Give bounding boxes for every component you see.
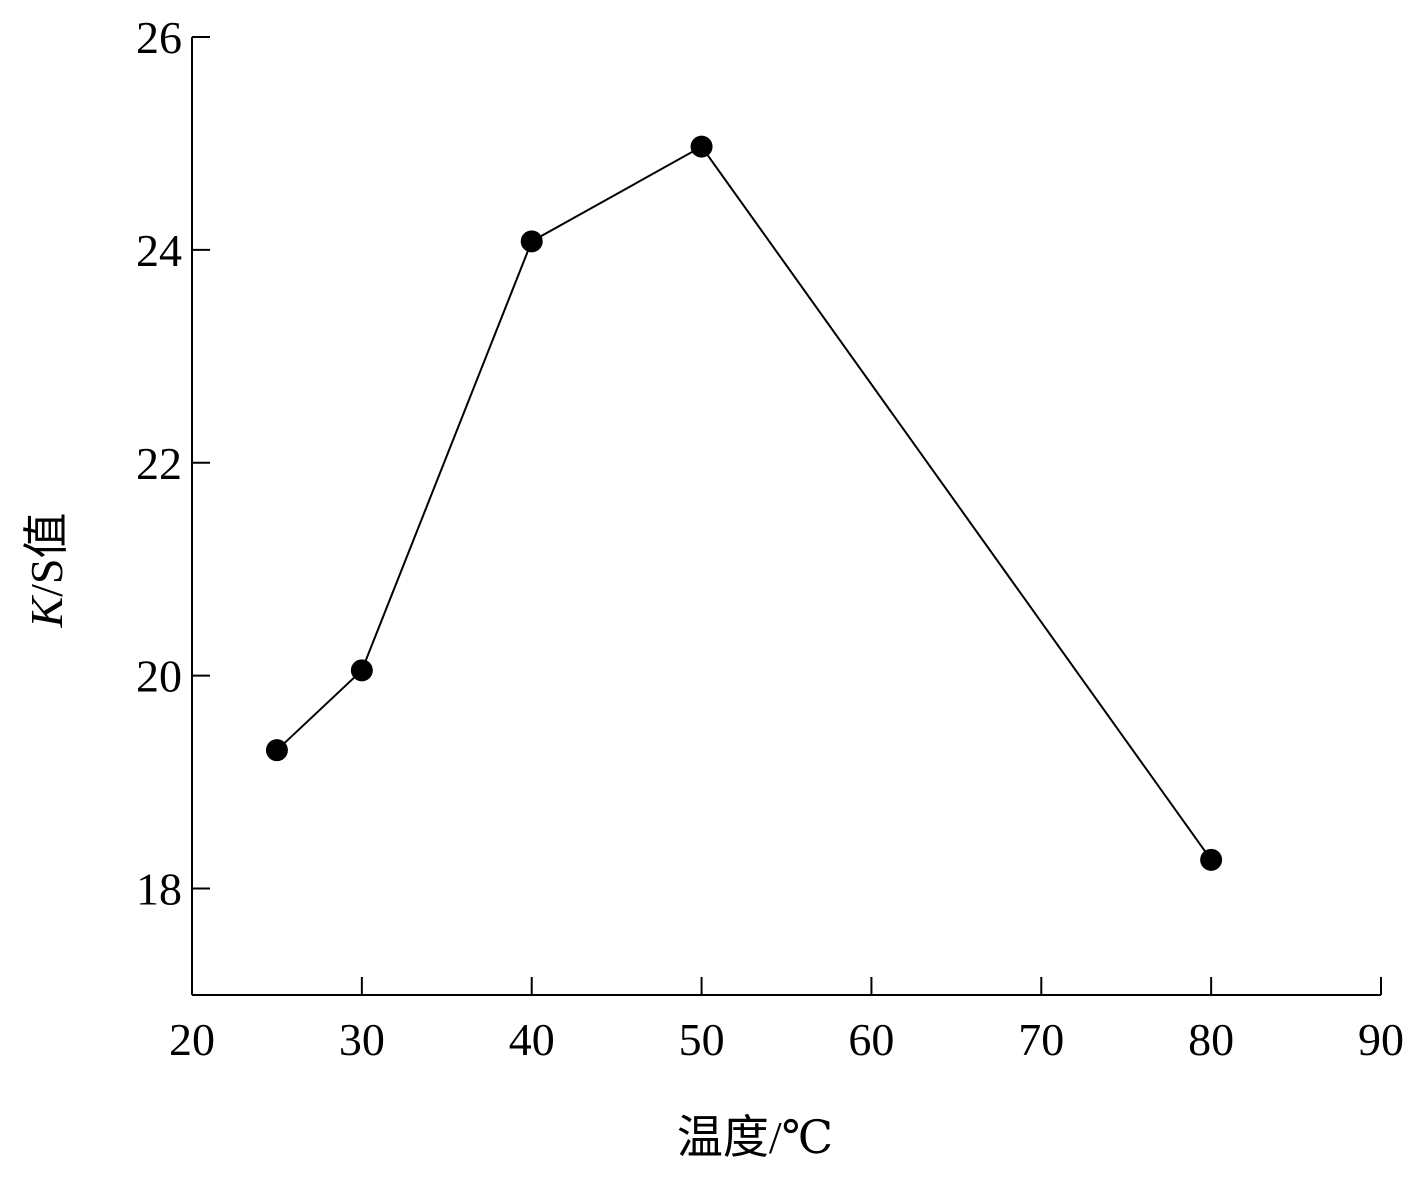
plot-area: [265, 135, 1223, 871]
data-point: [265, 739, 288, 762]
data-point: [1200, 848, 1223, 871]
y-tick-label: 22: [136, 438, 182, 489]
x-tick-label: 70: [1018, 1014, 1064, 1065]
y-axis-title-rest: /S值: [21, 512, 72, 596]
y-axis-title-italic: K: [21, 595, 72, 629]
x-axis-title: 温度/℃: [677, 1112, 833, 1163]
x-tick-label: 40: [509, 1014, 555, 1065]
y-axis-title: K/S值: [21, 512, 72, 628]
x-tick-label: 50: [679, 1014, 725, 1065]
y-tick-label: 20: [136, 651, 182, 702]
x-tick-label: 20: [169, 1014, 215, 1065]
y-tick-label: 24: [136, 225, 182, 276]
x-axis: 20 30 40 50 60 70 80 90: [169, 977, 1404, 1065]
series-line: [276, 145, 1212, 861]
y-axis: 18 20 22 24 26: [136, 12, 210, 995]
y-tick-label: 26: [136, 12, 182, 63]
x-tick-label: 90: [1358, 1014, 1404, 1065]
y-tick-label: 18: [136, 864, 182, 915]
data-point: [520, 230, 543, 253]
x-tick-label: 30: [339, 1014, 385, 1065]
x-tick-label: 80: [1188, 1014, 1234, 1065]
data-point: [350, 659, 373, 682]
x-tick-label: 60: [848, 1014, 894, 1065]
data-point: [690, 135, 713, 158]
